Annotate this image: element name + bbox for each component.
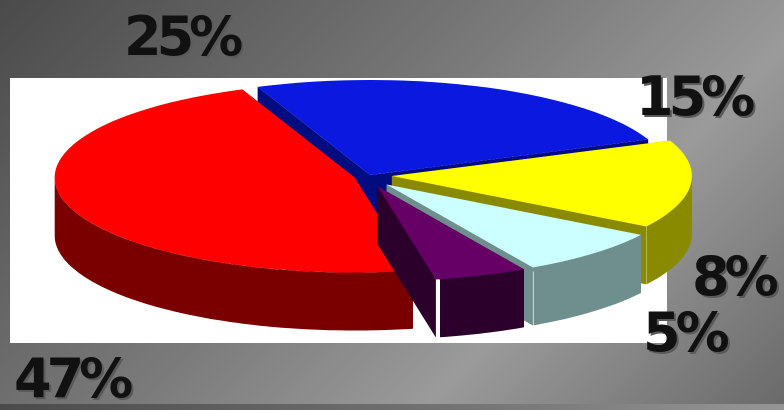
slice-top-face	[377, 186, 524, 280]
slice-top-face	[386, 184, 641, 268]
slice-label-5: 5%	[643, 301, 730, 364]
pie-slice-5	[377, 186, 524, 338]
slice-label-25: 25%	[124, 5, 243, 68]
slice-outer-wall	[646, 177, 692, 285]
slice-outer-wall	[54, 178, 413, 331]
slice-top-face	[257, 80, 649, 175]
slice-top-face	[54, 89, 413, 273]
slice-outer-wall	[440, 269, 524, 338]
slice-label-15: 15%	[636, 65, 755, 128]
slice-top-face	[391, 140, 692, 227]
slice-outer-wall	[533, 234, 641, 326]
slice-label-47: 47%	[14, 347, 133, 410]
slice-label-8: 8%	[692, 245, 779, 308]
slice-side-face	[377, 186, 436, 338]
